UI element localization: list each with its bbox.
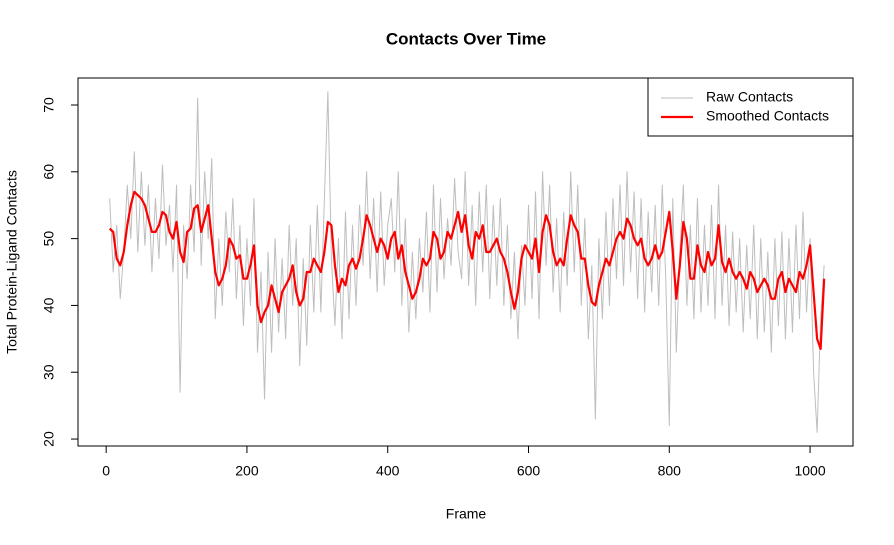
x-tick-label: 1000 xyxy=(794,463,825,479)
series-line xyxy=(109,91,825,433)
y-tick-label: 40 xyxy=(41,297,57,313)
legend-label: Smoothed Contacts xyxy=(706,108,829,124)
x-tick-label: 600 xyxy=(517,463,541,479)
y-axis-label: Total Protein-Ligand Contacts xyxy=(4,170,20,354)
x-tick-label: 400 xyxy=(376,463,400,479)
x-tick-label: 200 xyxy=(235,463,259,479)
x-axis-label: Frame xyxy=(446,506,487,522)
y-tick-label: 50 xyxy=(41,231,57,247)
chart-title: Contacts Over Time xyxy=(386,29,546,48)
y-tick-label: 20 xyxy=(41,431,57,447)
y-tick-label: 30 xyxy=(41,364,57,380)
y-tick-label: 60 xyxy=(41,164,57,180)
series-line xyxy=(108,190,826,350)
x-tick-label: 0 xyxy=(102,463,110,479)
x-tick-label: 800 xyxy=(658,463,682,479)
legend-label: Raw Contacts xyxy=(706,89,793,105)
legend-box xyxy=(647,77,854,137)
y-tick-label: 70 xyxy=(41,97,57,113)
